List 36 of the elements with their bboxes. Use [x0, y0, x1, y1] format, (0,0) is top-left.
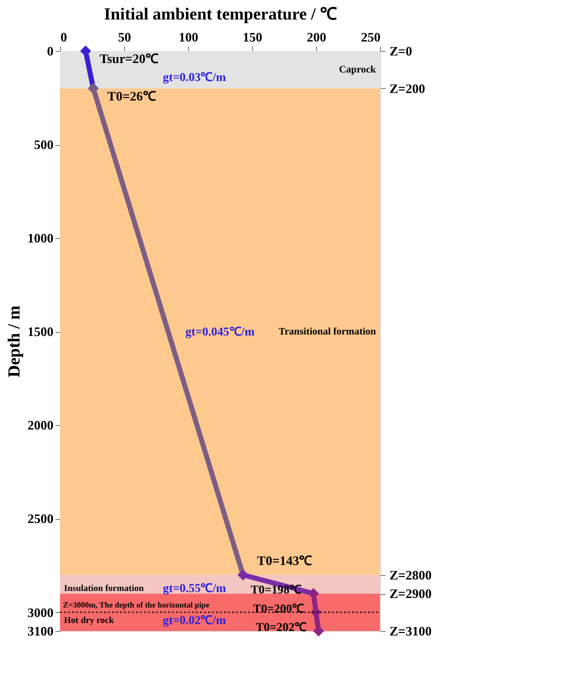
y-tick-label: 0: [47, 44, 54, 58]
y2-tick-label: Z=2900: [390, 586, 432, 602]
annotation: gt=0.03℃/m: [162, 70, 226, 84]
annotation: gt=0.02℃/m: [162, 612, 226, 627]
y-tick-label: 2000: [28, 418, 54, 433]
point: [80, 46, 92, 56]
band-label: Insulation formation: [64, 582, 144, 593]
y2-tick-label: Z=200: [390, 80, 426, 96]
y-tick-label: 2500: [28, 511, 54, 526]
x-tick-label: 150: [242, 30, 262, 44]
annotation: Tsur=20℃: [100, 51, 159, 66]
y-tick-label: 1500: [28, 324, 54, 340]
x-tick-label: 200: [306, 30, 326, 44]
y-tick-label: 500: [34, 137, 54, 152]
band-label: Hot dry rock: [64, 614, 114, 625]
band-label: Transitional formation: [278, 326, 376, 338]
band-label: Caprock: [338, 64, 376, 76]
y-tick-label: 3100: [28, 624, 54, 638]
x-tick-label: 250: [361, 30, 380, 44]
y-tick-label: 1000: [28, 230, 54, 246]
y-tick-label: 3000: [28, 604, 54, 620]
ref-line-label: Z=3000m, The depth of the horizontal pipe: [63, 600, 210, 610]
x-axis-title: Initial ambient temperature / ℃: [104, 4, 337, 24]
x-tick-label: 50: [118, 30, 131, 44]
y-axis-title: Depth / m: [4, 306, 24, 378]
annotation: gt=0.045℃/m: [185, 324, 255, 339]
annotation: T0=143℃: [257, 552, 312, 568]
annotation: T0=200℃: [253, 601, 304, 616]
y2-tick-label: Z=3100: [390, 624, 432, 638]
y2-tick-label: Z=0: [390, 44, 412, 58]
annotation: gt=0.55℃/m: [162, 580, 226, 595]
x-tick-label: 0: [60, 30, 67, 44]
annotation: T0=202℃: [256, 620, 307, 634]
y2-tick-label: Z=2800: [390, 567, 432, 582]
x-tick-label: 100: [178, 30, 198, 44]
annotation: T0=26℃: [107, 88, 156, 104]
